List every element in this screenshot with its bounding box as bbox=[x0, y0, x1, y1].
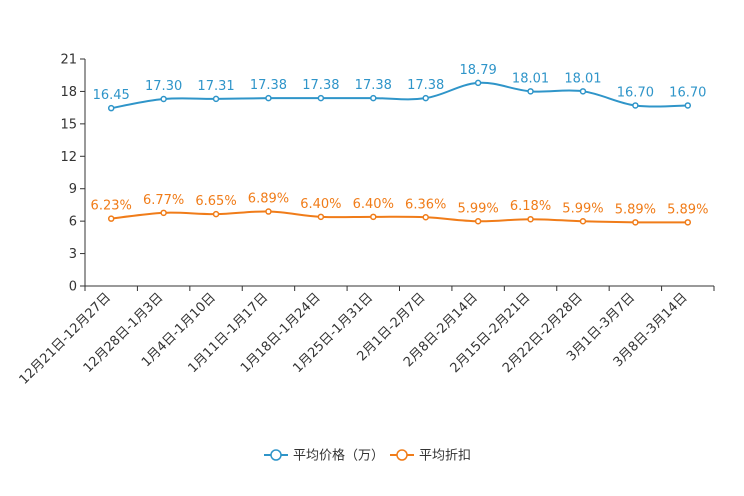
y-tick-label: 9 bbox=[69, 182, 77, 197]
data-label: 5.99% bbox=[562, 201, 603, 216]
data-label: 17.38 bbox=[407, 78, 444, 93]
data-point[interactable] bbox=[527, 215, 534, 223]
data-label: 6.65% bbox=[195, 194, 236, 209]
data-point[interactable] bbox=[422, 94, 429, 102]
data-point[interactable] bbox=[212, 95, 220, 103]
data-point[interactable] bbox=[265, 208, 272, 215]
data-label: 6.36% bbox=[405, 197, 446, 212]
data-point[interactable] bbox=[684, 102, 692, 109]
data-point[interactable] bbox=[474, 79, 482, 87]
data-label: 18.01 bbox=[564, 71, 601, 86]
data-label: 5.89% bbox=[667, 202, 708, 217]
data-label: 6.77% bbox=[143, 193, 184, 208]
legend-marker bbox=[270, 449, 282, 461]
data-point[interactable] bbox=[579, 88, 587, 95]
legend-marker bbox=[396, 449, 408, 461]
legend-item-0[interactable]: 平均价格（万） bbox=[264, 448, 384, 464]
data-point[interactable] bbox=[632, 102, 639, 109]
data-label: 6.18% bbox=[510, 199, 551, 214]
data-point[interactable] bbox=[107, 215, 115, 222]
data-point[interactable] bbox=[317, 213, 325, 221]
x-tick-label: 12月21日-12月27日 bbox=[17, 290, 114, 387]
data-label: 17.38 bbox=[302, 78, 339, 93]
data-point[interactable] bbox=[317, 94, 325, 102]
data-label: 6.40% bbox=[300, 197, 341, 212]
data-label: 6.40% bbox=[353, 197, 394, 212]
y-tick-label: 21 bbox=[60, 53, 77, 68]
series-line bbox=[111, 210, 688, 224]
y-tick-label: 6 bbox=[69, 215, 77, 230]
data-point[interactable] bbox=[160, 209, 167, 217]
data-label: 16.70 bbox=[617, 85, 654, 100]
data-label: 17.30 bbox=[145, 79, 182, 94]
data-label: 16.45 bbox=[93, 88, 130, 103]
data-label: 5.89% bbox=[615, 202, 656, 217]
data-label: 5.99% bbox=[457, 201, 498, 216]
data-label: 16.70 bbox=[669, 85, 706, 100]
y-tick-label: 0 bbox=[69, 280, 77, 295]
y-tick-label: 12 bbox=[60, 150, 77, 165]
data-label: 6.23% bbox=[91, 199, 132, 214]
y-axis: 0 3 6 9 12 15 18 21 bbox=[60, 53, 86, 295]
legend: 平均价格（万） 平均折扣 bbox=[264, 448, 471, 464]
series-0: 16.45 17.30 17.31 17.38 17.38 17.38 17.38 18.79… bbox=[93, 63, 706, 112]
data-point[interactable] bbox=[370, 94, 377, 102]
data-point[interactable] bbox=[632, 219, 639, 226]
data-label: 17.38 bbox=[355, 78, 392, 93]
x-axis: 12月21日-12月27日12月28日-1月3日1月4日-1月10日1月11日-… bbox=[17, 285, 715, 388]
legend-label: 平均折扣 bbox=[419, 449, 471, 464]
series-line bbox=[111, 81, 688, 110]
y-tick-label: 18 bbox=[60, 85, 77, 100]
data-point[interactable] bbox=[265, 94, 272, 102]
data-label: 18.01 bbox=[512, 71, 549, 86]
data-label: 17.31 bbox=[197, 79, 234, 94]
data-point[interactable] bbox=[370, 213, 377, 221]
data-label: 6.89% bbox=[248, 192, 289, 207]
data-point[interactable] bbox=[212, 210, 220, 218]
y-tick-label: 15 bbox=[60, 117, 77, 132]
data-label: 18.79 bbox=[460, 63, 497, 78]
data-point[interactable] bbox=[684, 219, 692, 226]
series-1: 6.23% 6.77% 6.65% 6.89% 6.40% 6.40% 6.36% 5.99%… bbox=[91, 192, 708, 226]
series-layer: 16.45 17.30 17.31 17.38 17.38 17.38 17.38 18.79… bbox=[91, 63, 708, 226]
data-point[interactable] bbox=[160, 95, 167, 103]
data-point[interactable] bbox=[579, 218, 587, 225]
data-point[interactable] bbox=[422, 214, 429, 221]
legend-item-1[interactable]: 平均折扣 bbox=[390, 449, 471, 464]
y-tick-label: 3 bbox=[69, 247, 77, 262]
data-point[interactable] bbox=[107, 104, 115, 112]
data-label: 17.38 bbox=[250, 78, 287, 93]
legend-label: 平均价格（万） bbox=[293, 448, 384, 464]
data-point[interactable] bbox=[474, 218, 482, 225]
data-point[interactable] bbox=[527, 88, 534, 95]
